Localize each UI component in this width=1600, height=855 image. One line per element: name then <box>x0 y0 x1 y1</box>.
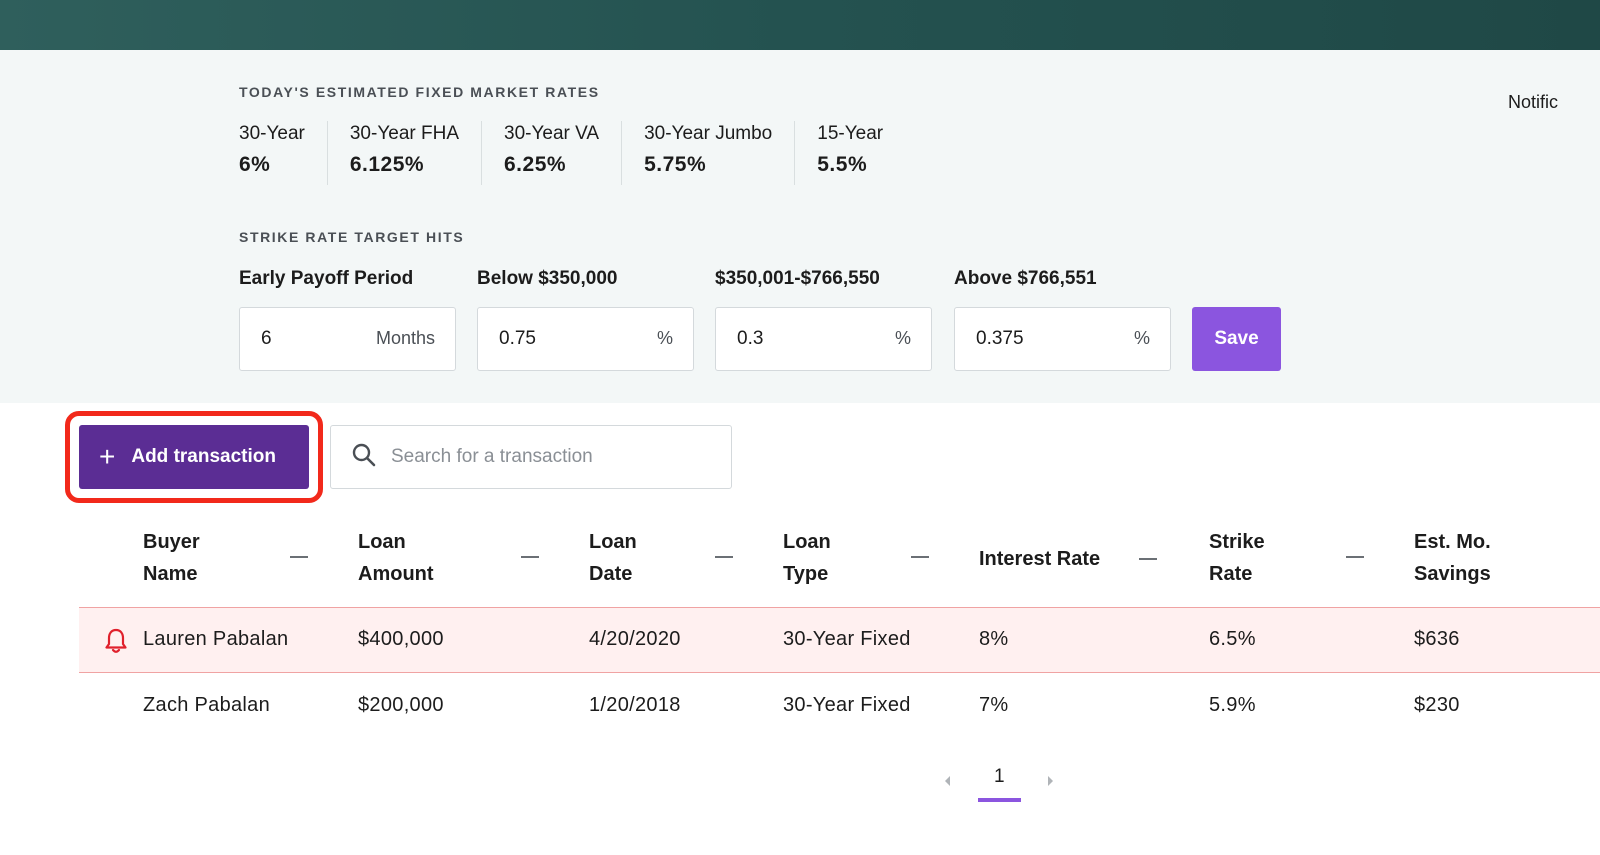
sort-icon[interactable] <box>715 556 733 558</box>
strike-rate-title: STRIKE RATE TARGET HITS <box>239 229 465 245</box>
above-766k-input[interactable]: 0.375 % <box>954 307 1171 371</box>
header-line: Loan <box>358 531 406 553</box>
early-payoff-label: Early Payoff Period <box>239 268 414 289</box>
sort-icon[interactable] <box>521 556 539 558</box>
search-box[interactable] <box>330 425 732 489</box>
cell-loan-amount: $200,000 <box>358 694 444 716</box>
mid-range-label: $350,001-$766,550 <box>715 268 880 289</box>
field-unit: Months <box>375 328 435 348</box>
app-header-bar <box>0 0 1600 50</box>
header-line: Buyer <box>143 531 200 553</box>
header-strike-rate[interactable]: Strike Rate <box>1209 526 1265 590</box>
add-transaction-button[interactable]: + Add transaction <box>79 425 309 489</box>
field-unit: % <box>656 328 673 348</box>
cell-est-savings: $636 <box>1414 628 1460 650</box>
field-unit: % <box>1133 328 1150 348</box>
early-payoff-input[interactable]: 6 Months <box>239 307 456 371</box>
next-page-icon[interactable] <box>1048 776 1053 786</box>
header-interest-rate[interactable]: Interest Rate <box>979 543 1100 575</box>
header-line: Savings <box>1414 563 1491 585</box>
add-transaction-label: Add transaction <box>131 446 276 467</box>
cell-interest-rate: 7% <box>979 694 1009 716</box>
mid-range-input[interactable]: 0.3 % <box>715 307 932 371</box>
rate-value: 6% <box>239 153 271 176</box>
rate-30-year-fha: 30-Year FHA 6.125% <box>350 121 482 185</box>
cell-strike-rate: 5.9% <box>1209 694 1256 716</box>
cell-loan-type: 30-Year Fixed <box>783 628 911 650</box>
rate-label: 30-Year Jumbo <box>644 123 773 144</box>
rate-label: 30-Year VA <box>504 123 600 144</box>
cell-loan-amount: $400,000 <box>358 628 444 650</box>
sort-icon[interactable] <box>1346 556 1364 558</box>
cell-loan-date: 1/20/2018 <box>589 694 681 716</box>
search-icon <box>351 442 377 473</box>
rate-label: 30-Year <box>239 123 305 144</box>
header-line: Loan <box>589 531 637 553</box>
header-line: Strike <box>1209 531 1265 553</box>
header-line: Est. Mo. <box>1414 531 1491 553</box>
above-766k-label: Above $766,551 <box>954 268 1097 289</box>
header-est-mo-savings[interactable]: Est. Mo. Savings <box>1414 526 1491 590</box>
save-button[interactable]: Save <box>1192 307 1281 371</box>
field-value: 0.75 <box>499 328 536 349</box>
rate-value: 6.25% <box>504 153 567 176</box>
cell-buyer-name: Lauren Pabalan <box>143 628 289 650</box>
bell-icon[interactable] <box>104 628 128 659</box>
search-input[interactable] <box>391 446 711 468</box>
rate-value: 5.5% <box>817 153 868 176</box>
below-350k-label: Below $350,000 <box>477 268 618 289</box>
header-line: Loan <box>783 531 831 553</box>
cell-interest-rate: 8% <box>979 628 1009 650</box>
field-value: 0.375 <box>976 328 1024 349</box>
cell-buyer-name: Zach Pabalan <box>143 694 271 716</box>
current-page-indicator <box>978 798 1021 802</box>
plus-icon: + <box>99 441 116 472</box>
highlight-annotation <box>65 411 323 503</box>
below-350k-input[interactable]: 0.75 % <box>477 307 694 371</box>
market-rates-list: 30-Year 6% 30-Year FHA 6.125% 30-Year VA… <box>239 121 927 185</box>
prev-page-icon[interactable] <box>945 776 950 786</box>
rate-label: 15-Year <box>817 123 884 144</box>
rate-label: 30-Year FHA <box>349 123 459 144</box>
field-value: 0.3 <box>737 328 764 349</box>
header-buyer-name[interactable]: Buyer Name <box>143 526 200 590</box>
header-line: Amount <box>358 563 434 585</box>
header-line: Date <box>589 563 633 585</box>
field-value: 6 <box>261 328 272 349</box>
cell-est-savings: $230 <box>1414 694 1460 716</box>
rate-value: 5.75% <box>644 153 707 176</box>
cell-loan-type: 30-Year Fixed <box>783 694 911 716</box>
notifications-link[interactable]: Notific <box>1508 92 1559 112</box>
rate-30-year: 30-Year 6% <box>239 121 328 185</box>
header-line: Type <box>783 563 829 585</box>
header-loan-date[interactable]: Loan Date <box>589 526 637 590</box>
table-row-alert[interactable] <box>79 607 1600 673</box>
cell-loan-date: 4/20/2020 <box>589 628 681 650</box>
rate-15-year: 15-Year 5.5% <box>817 121 905 185</box>
header-line: Rate <box>1209 563 1253 585</box>
header-line: Name <box>143 563 198 585</box>
header-line: Interest Rate <box>979 548 1101 570</box>
header-loan-type[interactable]: Loan Type <box>783 526 831 590</box>
sort-icon[interactable] <box>911 556 929 558</box>
cell-strike-rate: 6.5% <box>1209 628 1256 650</box>
header-loan-amount[interactable]: Loan Amount <box>358 526 434 590</box>
sort-icon[interactable] <box>290 556 308 558</box>
rate-30-year-va: 30-Year VA 6.25% <box>504 121 623 185</box>
rate-30-year-jumbo: 30-Year Jumbo 5.75% <box>644 121 796 185</box>
sort-icon[interactable] <box>1139 558 1157 560</box>
page-number[interactable]: 1 <box>994 766 1005 787</box>
rate-value: 6.125% <box>349 153 425 176</box>
market-rates-title: TODAY'S ESTIMATED FIXED MARKET RATES <box>239 84 600 100</box>
field-unit: % <box>894 328 911 348</box>
